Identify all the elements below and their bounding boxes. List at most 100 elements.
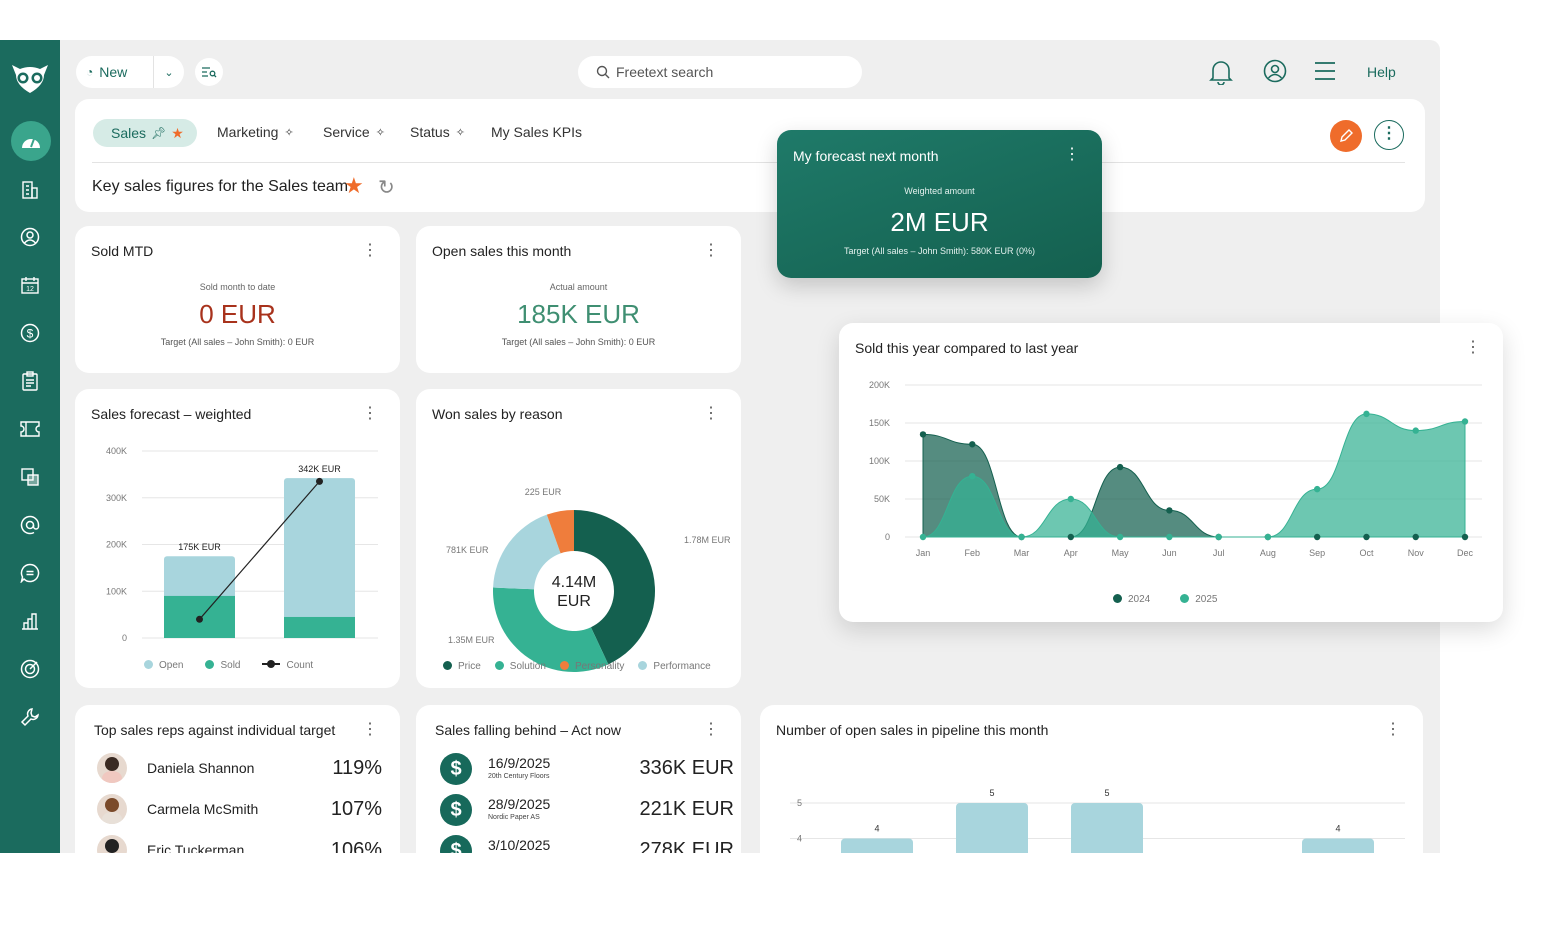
dollar-icon: $ (440, 794, 472, 826)
chat-icon[interactable] (14, 557, 46, 589)
kebab-menu-icon[interactable]: ⋮ (703, 405, 719, 422)
help-link[interactable]: Help (1367, 64, 1396, 80)
edit-button[interactable] (1330, 120, 1362, 152)
tab-service[interactable]: Service ✧ (323, 124, 385, 140)
legend-performance[interactable]: Performance (638, 661, 711, 672)
legend-sold[interactable]: Sold (205, 660, 240, 671)
pin-outline-icon[interactable]: ✧ (284, 126, 294, 139)
bell-icon[interactable] (1209, 59, 1233, 90)
search-icon (596, 65, 610, 79)
legend-solution[interactable]: Solution (494, 661, 546, 672)
favorite-star-icon[interactable]: ★ (344, 173, 364, 198)
user-profile-icon[interactable] (1263, 59, 1287, 88)
sales-rep-row[interactable]: Carmela McSmith 107% (97, 794, 382, 824)
forecast-next-month-card: My forecast next month ⋮ Weighted amount… (777, 130, 1102, 278)
legend-open[interactable]: Open (144, 660, 183, 671)
tab-sales[interactable]: Sales 📌︎ ★ (93, 119, 197, 147)
svg-text:$: $ (27, 327, 34, 341)
sales-rep-row[interactable]: Eric Tuckerman 106% (97, 835, 382, 853)
dollar-icon[interactable]: $ (14, 317, 46, 349)
forecast-chart: 400K 300K 200K 100K 0 175K EUR 342K EUR (106, 446, 378, 643)
tab-status[interactable]: Status ✧ (410, 124, 465, 140)
x-tick-label: Dec (1457, 548, 1474, 558)
refresh-icon[interactable]: ↻ (378, 177, 395, 199)
point-2024 (1363, 533, 1370, 541)
contact-icon[interactable] (14, 221, 46, 253)
donut-total-unit: EUR (557, 593, 591, 610)
pipeline-bar (1071, 803, 1143, 853)
owl-logo-icon[interactable] (10, 62, 50, 94)
area-2025 (922, 413, 1466, 538)
dashboard-subtitle: Key sales figures for the Sales team (92, 178, 349, 195)
tick-label: 200K (869, 380, 890, 390)
dollar-icon: $ (440, 835, 472, 853)
deal-row[interactable]: $ 3/10/2025 278K EUR (440, 833, 734, 853)
kebab-menu-icon[interactable]: ⋮ (362, 405, 378, 422)
legend-2024[interactable]: 2024 (1113, 594, 1150, 605)
dashboard-icon[interactable] (11, 121, 51, 161)
bar-chart-icon[interactable] (14, 605, 46, 637)
legend-count[interactable]: Count (262, 660, 313, 671)
rep-percentage: 106% (330, 838, 382, 854)
avatar (97, 753, 127, 783)
new-dropdown-chevron-icon[interactable]: ⌄ (164, 66, 174, 79)
card-title: Sales forecast – weighted (91, 406, 252, 422)
clipboard-icon[interactable] (14, 365, 46, 397)
data-label: 4 (874, 824, 879, 834)
data-label: 4 (1335, 824, 1340, 834)
more-options-button[interactable]: ⋮ (1374, 120, 1404, 150)
slice-label: 781K EUR (446, 545, 489, 555)
kebab-menu-icon[interactable]: ⋮ (703, 242, 719, 259)
pin-outline-icon[interactable]: ✧ (375, 126, 385, 139)
kebab-menu-icon[interactable]: ⋮ (362, 721, 378, 738)
filter-search-button[interactable] (195, 58, 223, 86)
building-icon[interactable] (14, 173, 46, 205)
rep-name: Eric Tuckerman (147, 842, 245, 853)
x-tick-label: Sep (1309, 548, 1325, 558)
new-button[interactable]: ◔ New (76, 56, 154, 88)
avatar (97, 835, 127, 853)
deal-row[interactable]: $ 16/9/2025 20th Century Floors 336K EUR (440, 751, 734, 787)
falling-behind-card: Sales falling behind – Act now ⋮ $ 16/9/… (416, 705, 741, 853)
point-2024 (1313, 533, 1321, 541)
calendar-icon[interactable]: 12 (14, 269, 46, 301)
kebab-menu-icon[interactable]: ⋮ (1465, 339, 1481, 356)
tab-marketing[interactable]: Marketing ✧ (217, 124, 294, 140)
legend-price[interactable]: Price (443, 661, 481, 672)
point-2025 (969, 473, 976, 480)
filter-search-icon (202, 67, 217, 78)
year-compare-chart: 200K 150K 100K 50K 0 Jan Feb Mar Apr May Jun Jul Aug… (869, 380, 1482, 558)
star-icon[interactable]: ★ (171, 124, 184, 141)
wrench-icon[interactable] (14, 701, 46, 733)
search-input[interactable]: Freetext search (578, 56, 862, 88)
target-icon[interactable] (14, 653, 46, 685)
deal-row[interactable]: $ 28/9/2025 Nordic Paper AS 221K EUR (440, 792, 734, 828)
point-2024 (919, 431, 927, 438)
hamburger-menu-icon[interactable] (1314, 61, 1336, 86)
tab-my-sales-kpis[interactable]: My Sales KPIs (491, 124, 582, 140)
kebab-menu-icon[interactable]: ⋮ (1064, 146, 1080, 163)
calendar-day: 12 (26, 286, 34, 293)
kebab-menu-icon[interactable]: ⋮ (362, 242, 378, 259)
kebab-menu-icon[interactable]: ⋮ (1385, 721, 1401, 738)
donut-total: 4.14M (552, 574, 596, 591)
legend-2025[interactable]: 2025 (1180, 594, 1218, 605)
pin-icon[interactable]: 📌︎ (151, 126, 167, 140)
kebab-menu-icon[interactable]: ⋮ (703, 721, 719, 738)
rep-name: Carmela McSmith (147, 801, 259, 817)
pin-outline-icon[interactable]: ✧ (455, 126, 465, 139)
pipeline-card: Number of open sales in pipeline this mo… (760, 705, 1423, 853)
legend-personality[interactable]: Personality (559, 661, 624, 672)
sales-rep-row[interactable]: Daniela Shannon 119% (97, 753, 382, 783)
ticket-icon[interactable] (14, 413, 46, 445)
deal-amount: 221K EUR (639, 798, 735, 820)
point-2025 (1363, 410, 1370, 418)
selection-icon[interactable] (14, 461, 46, 493)
chart-legend: 2024 2025 (1113, 594, 1218, 605)
slice-label: 1.78M EUR (684, 535, 731, 545)
at-icon[interactable] (14, 509, 46, 541)
app-window: 12 $ ◔ New ⌄ Freetext search Help Sales … (0, 40, 1440, 853)
point-2025 (919, 533, 927, 541)
kpi-value: 2M EUR (890, 207, 989, 237)
new-button-group: ◔ New ⌄ (76, 56, 184, 88)
